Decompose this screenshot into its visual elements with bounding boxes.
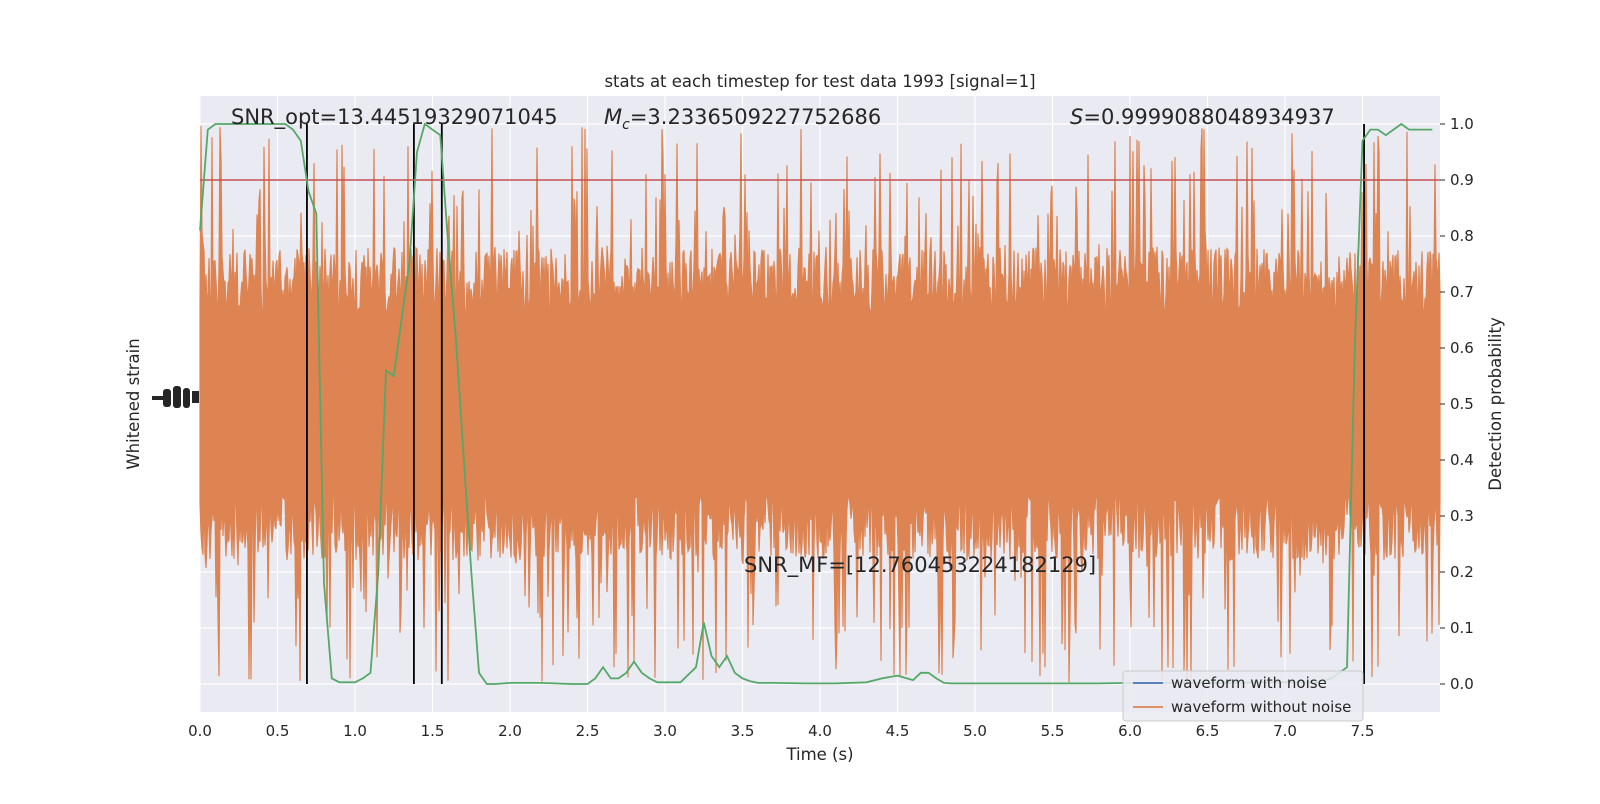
legend: waveform with noise waveform without noi… — [1122, 670, 1364, 722]
y-right-tick-label-7: 0.7 — [1450, 283, 1474, 301]
annotation-s: S=0.9999088048934937 — [1070, 105, 1335, 129]
y-right-tick-label-4: 0.4 — [1450, 451, 1474, 469]
x-tick-label-5: 2.5 — [576, 722, 600, 740]
legend-box — [1122, 670, 1364, 722]
x-tick-label-11: 5.5 — [1041, 722, 1065, 740]
left-cluster-glyph-1 — [163, 389, 171, 407]
mc-subscript: c — [622, 117, 630, 133]
x-tick-labels: 0.0 0.5 1.0 1.5 2.0 2.5 3.0 3.5 4.0 4.5 5.0 5.5 6.0 6… — [188, 722, 1374, 740]
left-cluster-glyph-2 — [173, 386, 181, 408]
annotation-mc: Mc=3.2336509227752686 — [604, 105, 881, 133]
x-tick-label-15: 7.5 — [1351, 722, 1375, 740]
y-right-tick-label-6: 0.6 — [1450, 339, 1474, 357]
s-value: =0.9999088048934937 — [1083, 105, 1334, 129]
x-tick-label-3: 1.5 — [421, 722, 445, 740]
legend-label-with-noise: waveform with noise — [1171, 674, 1327, 692]
x-tick-label-10: 5.0 — [963, 722, 987, 740]
x-tick-label-7: 3.5 — [731, 722, 755, 740]
mc-symbol: M — [604, 105, 622, 129]
mc-value: =3.2336509227752686 — [630, 105, 881, 129]
y-right-tick-label-8: 0.8 — [1450, 227, 1474, 245]
x-tick-label-6: 3.0 — [653, 722, 677, 740]
left-cluster-glyph-4 — [192, 391, 199, 403]
y-right-tick-label-1: 0.1 — [1450, 619, 1474, 637]
vertical-lines — [306, 124, 1365, 684]
left-cluster-glyph-3 — [183, 388, 190, 408]
waveform-band — [199, 125, 1441, 683]
x-tick-label-14: 7.0 — [1273, 722, 1297, 740]
y-right-tick-label-2: 0.2 — [1450, 563, 1474, 581]
y-right-tick-label-3: 0.3 — [1450, 507, 1474, 525]
waveform-core — [200, 309, 1440, 499]
annotation-snr-opt: SNR_opt=13.44519329071045 — [231, 105, 558, 130]
y-right-tick-label-0: 0.0 — [1450, 675, 1474, 693]
x-tick-label-9: 4.5 — [886, 722, 910, 740]
legend-label-without-noise: waveform without noise — [1171, 698, 1351, 716]
x-tick-label-2: 1.0 — [343, 722, 367, 740]
chart-title: stats at each timestep for test data 199… — [604, 72, 1035, 91]
y-left-axis-label: Whitened strain — [124, 338, 143, 469]
y-right-tick-label-9: 0.9 — [1450, 171, 1474, 189]
x-axis-label: Time (s) — [785, 745, 853, 764]
left-cluster-dash — [152, 396, 166, 400]
x-tick-label-1: 0.5 — [266, 722, 290, 740]
annotation-snr-mf: SNR_MF=[12.760453224182129] — [744, 553, 1096, 578]
x-tick-label-13: 6.5 — [1196, 722, 1220, 740]
x-tick-label-8: 4.0 — [808, 722, 832, 740]
left-axis-tick-cluster — [152, 386, 199, 408]
x-tick-label-0: 0.0 — [188, 722, 212, 740]
s-symbol: S — [1070, 105, 1083, 129]
y-right-tick-label-10: 1.0 — [1450, 115, 1474, 133]
y-right-tick-labels: 0.0 0.1 0.2 0.3 0.4 0.5 0.6 0.7 0.8 0.9 1.0 — [1440, 115, 1474, 693]
x-tick-label-4: 2.0 — [498, 722, 522, 740]
y-right-axis-label: Detection probability — [1486, 317, 1505, 491]
y-right-tick-label-5: 0.5 — [1450, 395, 1474, 413]
x-tick-label-12: 6.0 — [1118, 722, 1142, 740]
